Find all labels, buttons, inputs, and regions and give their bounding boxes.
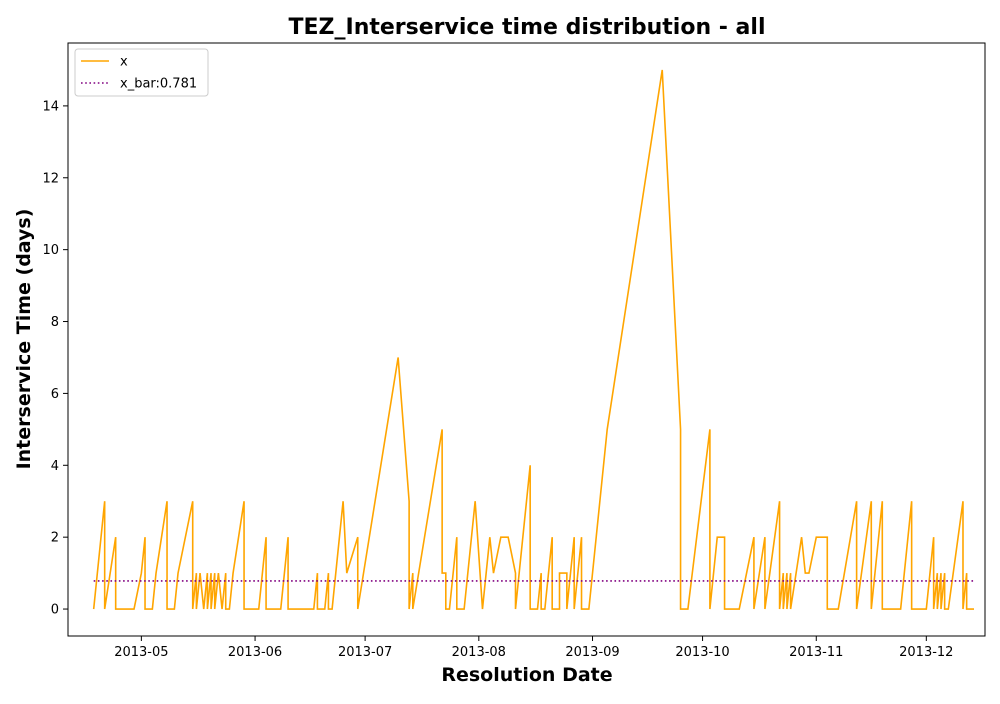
x-tick-label: 2013-07 (338, 645, 392, 660)
y-tick-label: 8 (51, 315, 59, 330)
x-tick-label: 2013-09 (565, 645, 619, 660)
x-tick-label: 2013-06 (228, 645, 282, 660)
x-tick-label: 2013-05 (114, 645, 168, 660)
x-tick-label: 2013-08 (452, 645, 506, 660)
y-tick-label: 2 (51, 531, 59, 546)
y-tick-label: 6 (51, 387, 59, 402)
y-tick-label: 12 (42, 171, 59, 186)
series-line-x (92, 69, 974, 610)
y-tick-label: 0 (51, 603, 59, 618)
y-axis-label: Interservice Time (days) (13, 209, 35, 470)
x-tick-label: 2013-12 (899, 645, 953, 660)
x-tick-label: 2013-10 (675, 645, 729, 660)
x-axis-label: Resolution Date (441, 664, 612, 686)
y-tick-label: 4 (51, 459, 59, 474)
chart-title: TEZ_Interservice time distribution - all (289, 15, 766, 40)
y-tick-label: 10 (42, 243, 59, 258)
legend-label-x-bar: x_bar:0.781 (120, 77, 197, 92)
legend-label-x: x (120, 55, 128, 70)
legend: x x_bar:0.781 (74, 48, 209, 97)
plot-area: 2013-05 2013-06 2013-07 2013-08 2013-09 2013-… (42, 42, 986, 660)
y-tick-label: 14 (42, 99, 59, 114)
x-tick-label: 2013-11 (789, 645, 843, 660)
plot-frame (67, 42, 986, 637)
